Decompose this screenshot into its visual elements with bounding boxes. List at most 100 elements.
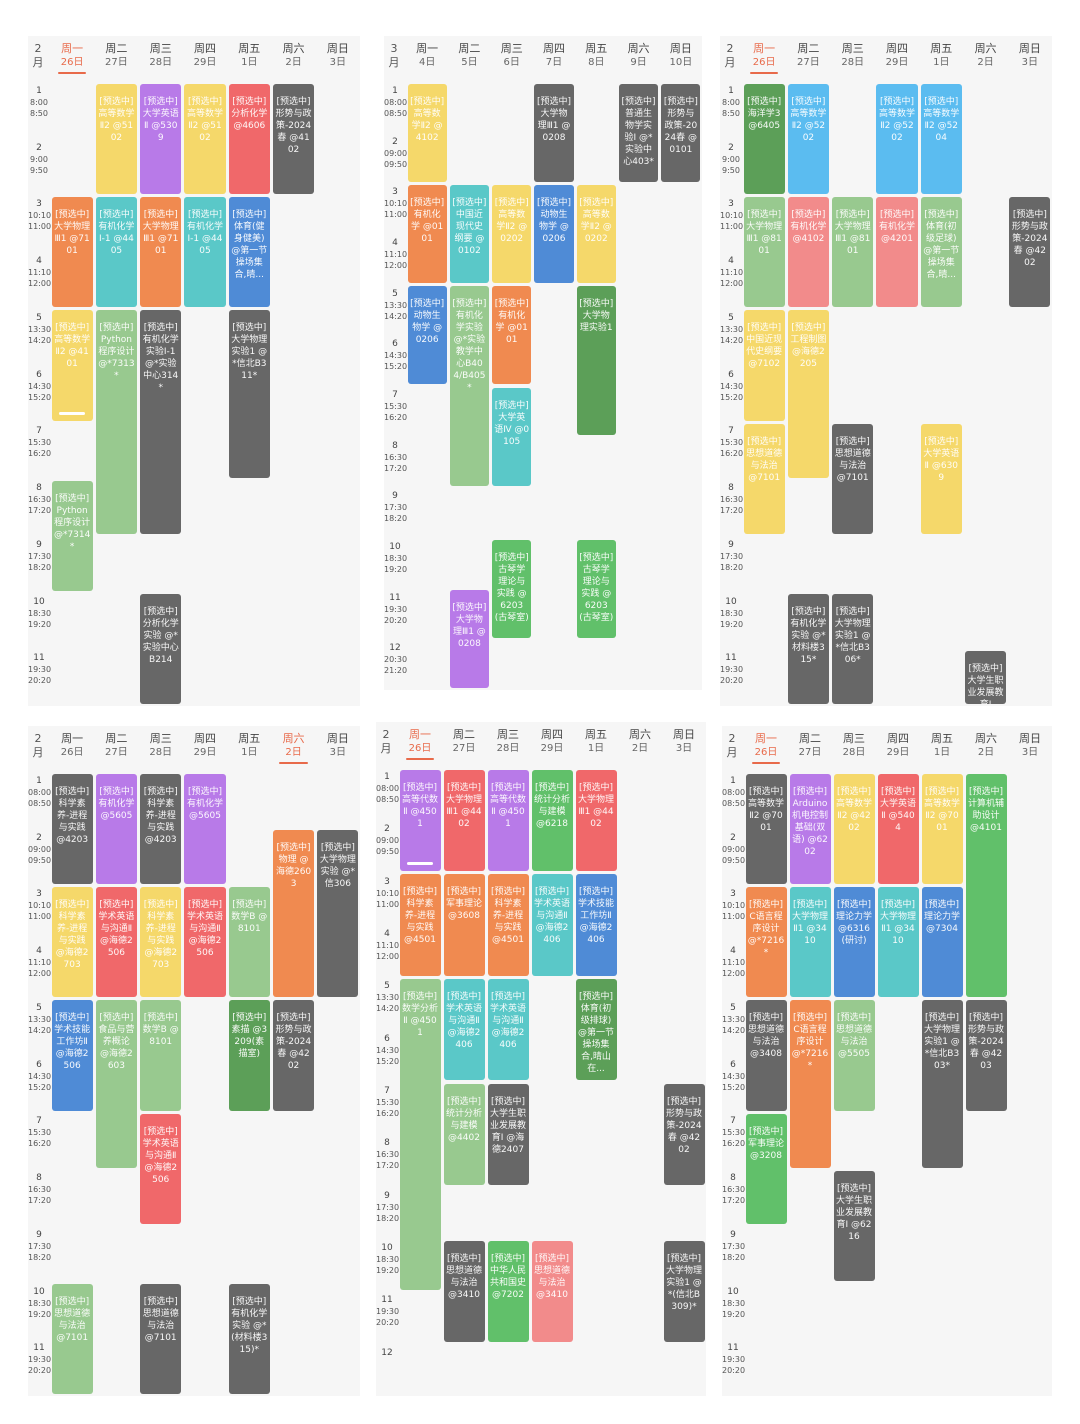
- course-block[interactable]: [预选中]大学生职业发展教育Ⅰ: [964, 650, 1007, 705]
- day-header[interactable]: 周一 26日: [50, 42, 94, 74]
- day-header[interactable]: 周二 27日: [442, 728, 486, 756]
- day-header[interactable]: 周一 26日: [744, 732, 788, 764]
- day-header[interactable]: 周二 27日: [788, 732, 832, 760]
- course-block[interactable]: [预选中]科学素养-进程与实践 @4203: [140, 773, 182, 884]
- course-block[interactable]: [预选中]高等数学Ⅱ2 @5204: [920, 83, 962, 194]
- course-block[interactable]: [预选中]古琴学理论与实践 @6203(古琴室): [492, 539, 532, 638]
- day-header[interactable]: 周一 26日: [50, 732, 94, 760]
- course-block[interactable]: [预选中]大学物理实验1 @*(信北B309)*: [663, 1240, 705, 1343]
- day-header[interactable]: 周五 8日: [575, 42, 617, 70]
- course-block[interactable]: [预选中]学术英语与沟通Ⅱ @海德2406: [443, 978, 485, 1081]
- course-block[interactable]: [预选中]分析化学 @4606: [228, 83, 270, 194]
- course-block[interactable]: [预选中]Python程序设计 @*7314*: [51, 480, 93, 592]
- day-header[interactable]: 周日 3日: [1008, 42, 1052, 70]
- course-block[interactable]: [预选中]体育(初级排球) @第一节操场集合,晴山在...: [575, 978, 617, 1081]
- day-header[interactable]: 周五 1日: [919, 42, 963, 70]
- course-block[interactable]: [预选中]学术英语与沟通Ⅱ @海德2506: [95, 886, 138, 998]
- day-header[interactable]: 周一 26日: [398, 728, 442, 760]
- course-block[interactable]: [预选中]思想道德与法治 @3410: [443, 1240, 485, 1343]
- course-block[interactable]: [预选中]高等代数Ⅱ @4501: [399, 769, 441, 872]
- course-block[interactable]: [预选中]有机化学Ⅰ-1 @4405: [184, 196, 226, 308]
- course-block[interactable]: [预选中]大学物理实验1 @*信北B311*: [228, 310, 270, 478]
- day-header[interactable]: 周二 27日: [94, 732, 138, 760]
- course-block[interactable]: [预选中]科学素养-进程与实践 @海德2703: [140, 886, 182, 998]
- course-block[interactable]: [预选中]理论力学 @6316(研讨): [833, 886, 875, 998]
- course-block[interactable]: [预选中]有机化学实验 @*(材料楼315)*: [228, 1284, 270, 1395]
- course-block[interactable]: [预选中]海洋学3 @6405: [743, 83, 785, 194]
- course-block[interactable]: [预选中]高等数学Ⅱ2 @7001: [745, 773, 787, 884]
- course-block[interactable]: [预选中]高等数学Ⅱ2 @0202: [576, 184, 616, 284]
- course-block[interactable]: [预选中]Python程序设计 @*7313*: [95, 310, 138, 535]
- day-header[interactable]: 周四 29日: [530, 728, 574, 756]
- course-block[interactable]: [预选中]科学素养-进程与实践 @4203: [51, 773, 93, 884]
- day-header[interactable]: 周日 3日: [316, 42, 360, 70]
- course-block[interactable]: [预选中]动物生物学 @0206: [407, 286, 447, 385]
- day-header[interactable]: 周六 2日: [271, 42, 315, 70]
- day-header[interactable]: 周日 3日: [662, 728, 706, 756]
- course-block[interactable]: [预选中]大学物理Ⅲ1 @4402: [443, 769, 485, 872]
- day-header[interactable]: 周三 28日: [831, 42, 875, 70]
- course-block[interactable]: [预选中]有机化学 @5605: [95, 773, 138, 884]
- course-block[interactable]: [预选中]统计分析与建模 @4402: [443, 1083, 485, 1186]
- course-block[interactable]: [预选中]有机化学实验 @*材料楼315*: [787, 594, 830, 705]
- day-header[interactable]: 周四 29日: [876, 732, 920, 760]
- day-header[interactable]: 周三 28日: [139, 42, 183, 70]
- course-block[interactable]: [预选中]普通生物学实验Ⅰ @*实验中心403*: [618, 83, 659, 182]
- course-block[interactable]: [预选中]形势与政策-2024春 @4202: [1009, 196, 1051, 308]
- course-block[interactable]: [预选中]大学物理Ⅲ1 @4402: [575, 769, 617, 872]
- course-block[interactable]: [预选中]高等数学Ⅱ2 @7001: [921, 773, 963, 884]
- course-block[interactable]: [预选中]古琴学理论与实践 @6203(古琴室): [576, 539, 616, 638]
- course-block[interactable]: [预选中]素描 @3209(素描室): [228, 1000, 270, 1111]
- day-header[interactable]: 周三 28日: [139, 732, 183, 760]
- course-block[interactable]: [预选中]有机化学 @0101: [407, 184, 447, 284]
- course-block[interactable]: [预选中]工程制图 @海德2205: [787, 310, 830, 478]
- day-header[interactable]: 周六 2日: [618, 728, 662, 756]
- day-header[interactable]: 周一 4日: [406, 42, 448, 70]
- course-block[interactable]: [预选中]Arduino机电控制基础(双语) @6202: [789, 773, 831, 884]
- course-block[interactable]: [预选中]高等数学Ⅱ2 @5202: [787, 83, 830, 194]
- course-block[interactable]: [预选中]思想道德与法治 @7101: [743, 423, 785, 535]
- course-block[interactable]: [预选中]学术技能工作坊Ⅱ @海德2406: [575, 874, 617, 976]
- course-block[interactable]: [预选中]高等数学Ⅱ2 @5102: [95, 83, 138, 194]
- course-block[interactable]: [预选中]学术英语与沟通Ⅱ @海德2406: [487, 978, 529, 1081]
- course-block[interactable]: [预选中]有机化学 @4102: [787, 196, 830, 308]
- course-block[interactable]: [预选中]中国近现代史纲要 @7102: [743, 310, 785, 421]
- course-block[interactable]: [预选中]中国近现代史纲要 @0102: [449, 184, 490, 284]
- day-header[interactable]: 周日 3日: [1008, 732, 1052, 760]
- course-block[interactable]: [预选中]科学素养-进程与实践 @海德2703: [51, 886, 93, 998]
- course-block[interactable]: [预选中]大学英语Ⅳ @0105: [492, 387, 532, 486]
- day-header[interactable]: 周四 29日: [183, 732, 227, 760]
- day-header[interactable]: 周二 27日: [786, 42, 830, 70]
- course-block[interactable]: [预选中]理论力学 @7304: [921, 886, 963, 998]
- course-block[interactable]: [预选中]军事理论 @3608: [443, 874, 485, 976]
- course-block[interactable]: [预选中]大学英语Ⅱ @5404: [877, 773, 919, 884]
- course-block[interactable]: [预选中]形势与政策-2024春 @4102: [272, 83, 315, 194]
- day-header[interactable]: 周三 28日: [486, 728, 530, 756]
- course-block[interactable]: [预选中]计算机辅助设计 @4101: [965, 773, 1007, 998]
- course-block[interactable]: [预选中]思想道德与法治 @7101: [51, 1284, 93, 1395]
- course-block[interactable]: [预选中]科学素养-进程与实践 @4501: [487, 874, 529, 976]
- course-block[interactable]: [预选中]数学B @8101: [140, 1000, 182, 1111]
- course-block[interactable]: [预选中]大学物理实验1: [576, 286, 616, 436]
- course-block[interactable]: [预选中]大学物理实验1 @*信北B303*: [921, 1000, 963, 1168]
- course-block[interactable]: [预选中]有机化学 @0101: [492, 286, 532, 385]
- day-header[interactable]: 周二 27日: [94, 42, 138, 70]
- day-header[interactable]: 周五 1日: [227, 732, 271, 760]
- course-block[interactable]: [预选中]大学物理Ⅱ1 @3410: [789, 886, 831, 998]
- course-block[interactable]: [预选中]分析化学实验 @*实验中心B214: [140, 594, 182, 705]
- course-block[interactable]: [预选中]有机化学Ⅰ-1 @4405: [95, 196, 138, 308]
- course-block[interactable]: [预选中]大学物理实验 @*信306: [317, 830, 359, 998]
- course-block[interactable]: [预选中]思想道德与法治 @7101: [140, 1284, 182, 1395]
- course-block[interactable]: [预选中]C语言程序设计 @*7216*: [789, 1000, 831, 1168]
- course-block[interactable]: [预选中]高等数学Ⅱ2 @0202: [492, 184, 532, 284]
- day-header[interactable]: 周五 1日: [227, 42, 271, 70]
- course-block[interactable]: [预选中]思想道德与法治 @5505: [833, 1000, 875, 1111]
- day-header[interactable]: 周一 26日: [742, 42, 786, 74]
- course-block[interactable]: [预选中]军事理论 @3208: [745, 1113, 787, 1225]
- day-header[interactable]: 周六 9日: [617, 42, 659, 70]
- course-block[interactable]: [预选中]形势与政策-2024春 @4202: [663, 1083, 705, 1186]
- course-block[interactable]: [预选中]统计分析与建模 @6218: [531, 769, 573, 872]
- course-block[interactable]: [预选中]高等代数Ⅱ @4501: [487, 769, 529, 872]
- course-block[interactable]: [预选中]大学物理Ⅲ1 @7101: [140, 196, 182, 308]
- course-block[interactable]: [预选中]C语言程序设计 @*7216*: [745, 886, 787, 998]
